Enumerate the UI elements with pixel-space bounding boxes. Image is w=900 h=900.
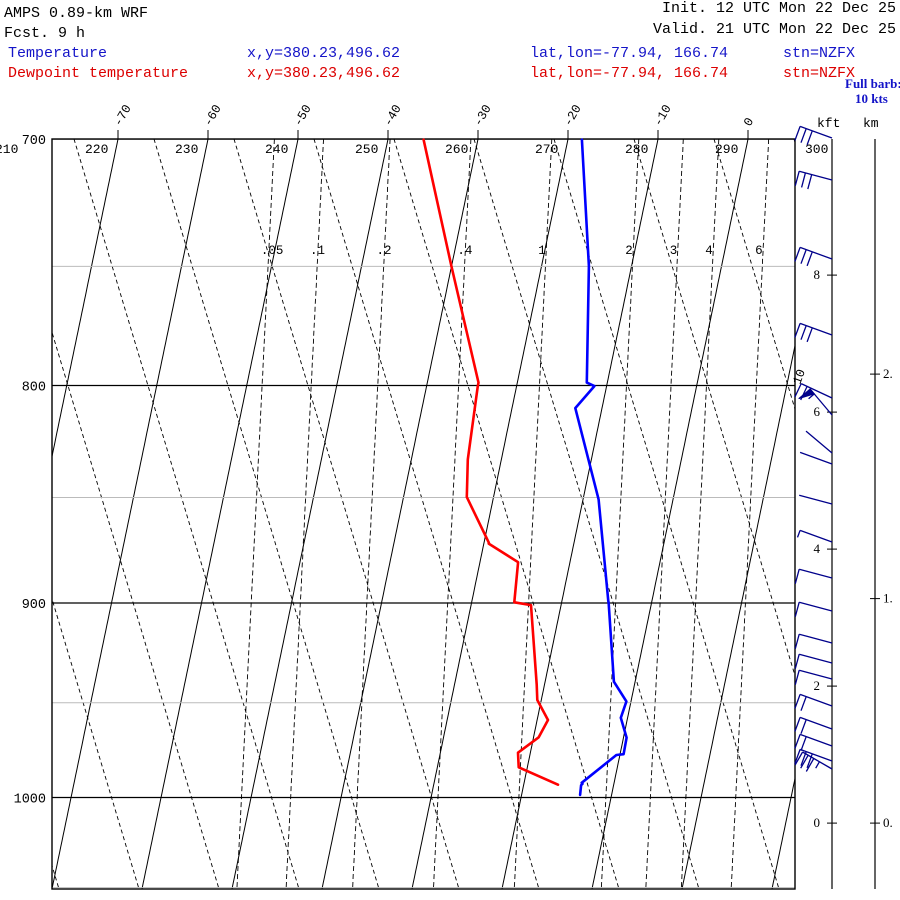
- svg-text:lat,lon=-77.94, 166.74: lat,lon=-77.94, 166.74: [530, 65, 728, 82]
- svg-text:x,y=380.23,496.62: x,y=380.23,496.62: [247, 45, 400, 62]
- svg-text:900: 900: [22, 598, 46, 613]
- svg-text:260: 260: [445, 142, 468, 157]
- svg-text:1.: 1.: [883, 591, 893, 606]
- svg-text:lat,lon=-77.94, 166.74: lat,lon=-77.94, 166.74: [530, 45, 728, 62]
- svg-text:2: 2: [625, 244, 633, 258]
- svg-text:10: 10: [791, 367, 809, 386]
- svg-text:2.: 2.: [883, 366, 893, 381]
- svg-text:290: 290: [715, 142, 738, 157]
- svg-text:10 kts: 10 kts: [855, 91, 888, 106]
- svg-text:.4: .4: [457, 244, 472, 258]
- svg-text:700: 700: [22, 134, 46, 149]
- svg-text:300: 300: [805, 142, 828, 157]
- svg-text:Temperature: Temperature: [8, 45, 107, 62]
- svg-text:800: 800: [22, 381, 46, 396]
- svg-text:0: 0: [814, 815, 821, 830]
- svg-text:.05: .05: [261, 244, 284, 258]
- svg-text:4: 4: [814, 541, 821, 556]
- svg-text:250: 250: [355, 142, 378, 157]
- svg-text:Valid. 21 UTC Mon 22 Dec 25: Valid. 21 UTC Mon 22 Dec 25: [653, 21, 896, 38]
- svg-text:-20: -20: [561, 103, 584, 129]
- svg-text:0.: 0.: [883, 815, 893, 830]
- svg-text:-10: -10: [651, 103, 674, 129]
- svg-text:-70: -70: [111, 103, 134, 129]
- svg-text:stn=NZFX: stn=NZFX: [783, 45, 855, 62]
- svg-text:kft: kft: [817, 116, 840, 131]
- svg-text:-60: -60: [201, 103, 224, 129]
- svg-text:6: 6: [755, 244, 763, 258]
- svg-text:210: 210: [0, 142, 18, 157]
- svg-text:8: 8: [814, 267, 821, 282]
- svg-text:3: 3: [670, 244, 678, 258]
- svg-text:-30: -30: [471, 103, 494, 129]
- svg-text:AMPS 0.89-km WRF: AMPS 0.89-km WRF: [4, 5, 148, 22]
- svg-text:.2: .2: [377, 244, 392, 258]
- svg-text:Init. 12 UTC Mon 22 Dec 25: Init. 12 UTC Mon 22 Dec 25: [662, 0, 896, 17]
- svg-text:4: 4: [705, 244, 713, 258]
- svg-text:Full barb:: Full barb:: [845, 76, 900, 91]
- svg-text:-50: -50: [291, 103, 314, 129]
- svg-text:230: 230: [175, 142, 198, 157]
- svg-text:1: 1: [538, 244, 546, 258]
- svg-text:1000: 1000: [14, 793, 46, 808]
- svg-text:Dewpoint temperature: Dewpoint temperature: [8, 65, 188, 82]
- svg-text:Fcst. 9 h: Fcst. 9 h: [4, 25, 85, 42]
- svg-text:6: 6: [814, 404, 821, 419]
- svg-text:0: 0: [741, 115, 757, 129]
- svg-text:270: 270: [535, 142, 558, 157]
- svg-text:240: 240: [265, 142, 288, 157]
- svg-text:280: 280: [625, 142, 648, 157]
- svg-text:km: km: [863, 116, 879, 131]
- svg-text:220: 220: [85, 142, 108, 157]
- svg-text:2: 2: [814, 678, 821, 693]
- svg-text:x,y=380.23,496.62: x,y=380.23,496.62: [247, 65, 400, 82]
- svg-text:-40: -40: [381, 103, 404, 129]
- svg-text:.1: .1: [310, 244, 325, 258]
